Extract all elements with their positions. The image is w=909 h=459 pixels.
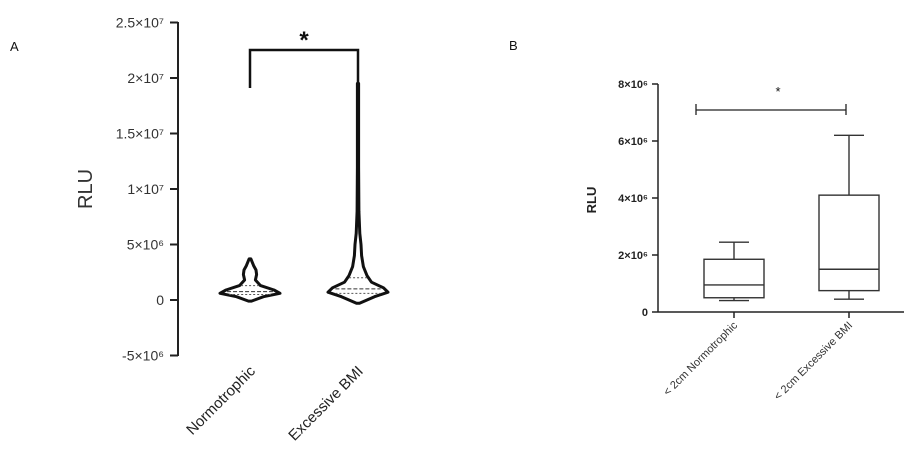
panel-b-y-tick-label: 4×10⁶ bbox=[618, 193, 648, 205]
panel-a-y-tick-label: 1.5×10⁷ bbox=[116, 126, 164, 142]
panel-b-y-tick-label: 8×10⁶ bbox=[618, 79, 648, 91]
panel-a-y-tick-label: 1×10⁷ bbox=[127, 181, 164, 197]
panel-a-y-tick-label: 2×10⁷ bbox=[127, 70, 164, 86]
panel-a-significance-bracket bbox=[248, 48, 360, 88]
panel-a-y-ticks: -5×10⁶ 0 5×10⁶ 1×10⁷ 1.5×10⁷ 2×10⁷ 2.5×10⁷ bbox=[116, 15, 178, 364]
panel-b-letter: B bbox=[509, 38, 518, 53]
panel-b-y-label: RLU bbox=[584, 187, 599, 214]
panel-b-y-tick-label: 0 bbox=[642, 307, 648, 319]
panel-a-x-ticks: Normotrophic Excessive BMI bbox=[183, 362, 367, 444]
panel-a-significance-star: * bbox=[299, 27, 309, 54]
panel-b-y-ticks: 0 2×10⁶ 4×10⁶ 6×10⁶ 8×10⁶ bbox=[618, 79, 658, 319]
panel-b-y-tick-label: 6×10⁶ bbox=[618, 136, 648, 148]
panel-a-y-tick-label: 0 bbox=[156, 292, 164, 308]
box-1-iqr bbox=[703, 258, 765, 299]
panel-a-violins bbox=[218, 82, 390, 305]
panel-b-boxes bbox=[703, 134, 880, 302]
violin-2 bbox=[326, 82, 390, 305]
box-2-iqr bbox=[818, 194, 880, 292]
panel-a-y-tick-label: 2.5×10⁷ bbox=[116, 15, 164, 31]
panel-b-significance-bracket bbox=[695, 104, 847, 115]
panel-a-letter: A bbox=[10, 39, 19, 54]
panel-b-x-tick-label: < 2cm Excessive BMI bbox=[772, 320, 855, 403]
panel-a-x-tick-label: Normotrophic bbox=[183, 362, 259, 438]
panel-a-y-tick-label: -5×10⁶ bbox=[122, 348, 164, 364]
panel-a-y-label: RLU bbox=[75, 169, 97, 209]
panel-b-significance-star: * bbox=[775, 84, 780, 99]
panel-a: A RLU -5×10⁶ 0 5×10⁶ 1×10⁷ 1.5×10⁷ 2×10⁷ 2.5×1… bbox=[10, 15, 390, 444]
panel-a-y-tick-label: 5×10⁶ bbox=[127, 237, 164, 253]
panel-b-y-tick-label: 2×10⁶ bbox=[618, 250, 648, 262]
violin-1 bbox=[218, 257, 282, 303]
panel-b-x-tick-label: < 2cm Normotrophic bbox=[661, 319, 740, 398]
panel-b: B RLU 0 2×10⁶ 4×10⁶ 6×10⁶ 8×10⁶ < 2cm Normot… bbox=[509, 38, 904, 403]
panel-a-x-tick-label: Excessive BMI bbox=[285, 363, 367, 445]
panel-b-x-ticks: < 2cm Normotrophic < 2cm Excessive BMI bbox=[661, 312, 855, 403]
